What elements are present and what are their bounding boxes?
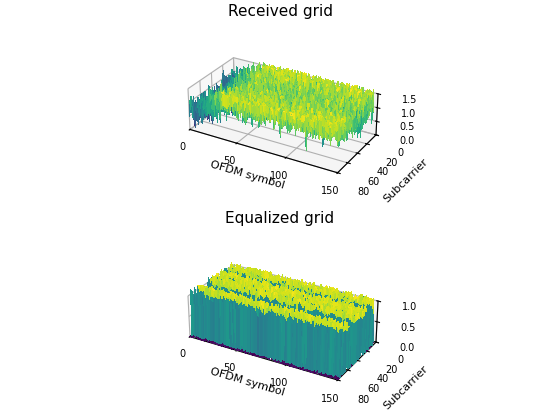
Title: Equalized grid: Equalized grid [226, 211, 334, 226]
Y-axis label: Subcarrier: Subcarrier [382, 156, 430, 204]
X-axis label: OFDM symbol: OFDM symbol [209, 367, 286, 398]
Title: Received grid: Received grid [227, 4, 333, 19]
Y-axis label: Subcarrier: Subcarrier [382, 363, 430, 411]
X-axis label: OFDM symbol: OFDM symbol [209, 160, 286, 191]
